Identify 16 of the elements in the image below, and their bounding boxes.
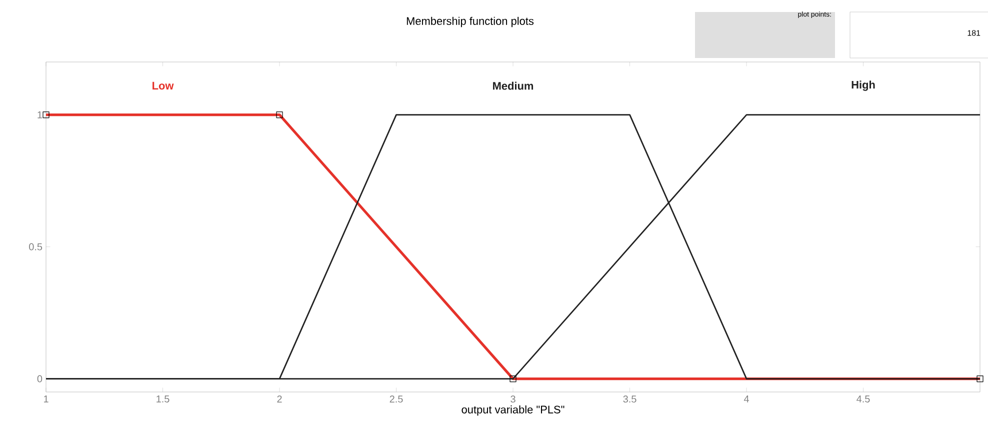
x-tick-label: 2	[277, 396, 282, 402]
x-axis-title: output variable "PLS"	[462, 405, 564, 416]
x-tick-label: 1.5	[156, 396, 170, 402]
text: High	[852, 80, 875, 91]
y-tick-label: 1	[38, 111, 42, 118]
text: Medium	[493, 82, 534, 90]
x-tick-label: 1	[44, 396, 48, 402]
text: Low	[152, 82, 174, 90]
x-tick-label: 2.5	[390, 396, 403, 403]
x-tick-label: 4.5	[856, 396, 870, 402]
y-tick-label: 0	[37, 375, 42, 382]
x-tick-label: 3.5	[623, 396, 636, 403]
x-tick-label: 3	[510, 396, 516, 403]
y-tick-label: 0.5	[29, 243, 42, 250]
x-tick-label: 4	[744, 396, 749, 402]
chart-title: Membership function plots	[406, 16, 534, 28]
